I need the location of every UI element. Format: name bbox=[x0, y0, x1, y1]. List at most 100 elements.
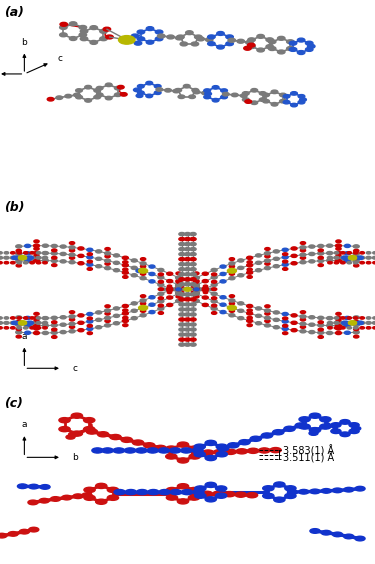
Circle shape bbox=[318, 336, 323, 338]
Circle shape bbox=[193, 90, 200, 94]
Circle shape bbox=[283, 317, 288, 320]
Circle shape bbox=[43, 317, 47, 319]
Circle shape bbox=[352, 426, 361, 430]
Circle shape bbox=[354, 264, 359, 267]
Circle shape bbox=[202, 296, 208, 299]
Circle shape bbox=[34, 255, 39, 258]
Circle shape bbox=[158, 288, 164, 290]
Circle shape bbox=[366, 262, 371, 264]
Circle shape bbox=[282, 255, 288, 259]
Circle shape bbox=[194, 280, 199, 283]
Text: c: c bbox=[72, 364, 78, 373]
Circle shape bbox=[107, 495, 118, 500]
Circle shape bbox=[308, 45, 315, 49]
Circle shape bbox=[141, 258, 146, 261]
Circle shape bbox=[149, 272, 155, 276]
Circle shape bbox=[373, 252, 375, 254]
Circle shape bbox=[336, 327, 341, 330]
Circle shape bbox=[184, 293, 190, 296]
Circle shape bbox=[354, 257, 359, 259]
Circle shape bbox=[28, 500, 38, 505]
Circle shape bbox=[255, 307, 261, 310]
Circle shape bbox=[327, 316, 333, 320]
Circle shape bbox=[176, 280, 181, 283]
Circle shape bbox=[328, 317, 332, 319]
Circle shape bbox=[146, 27, 154, 30]
Circle shape bbox=[220, 296, 226, 299]
Circle shape bbox=[176, 285, 181, 288]
Circle shape bbox=[238, 259, 244, 262]
Circle shape bbox=[238, 274, 244, 277]
Circle shape bbox=[190, 277, 196, 281]
Circle shape bbox=[373, 262, 375, 264]
Circle shape bbox=[137, 91, 144, 94]
Circle shape bbox=[179, 298, 185, 301]
Circle shape bbox=[221, 95, 228, 99]
Circle shape bbox=[336, 240, 341, 243]
Circle shape bbox=[248, 38, 255, 42]
Circle shape bbox=[179, 232, 185, 236]
Circle shape bbox=[191, 292, 196, 294]
Circle shape bbox=[176, 295, 181, 298]
Circle shape bbox=[298, 100, 305, 104]
Circle shape bbox=[179, 248, 185, 251]
Circle shape bbox=[179, 263, 185, 266]
Circle shape bbox=[336, 248, 341, 250]
Circle shape bbox=[239, 439, 250, 445]
Circle shape bbox=[122, 305, 128, 307]
Circle shape bbox=[100, 37, 107, 41]
Circle shape bbox=[140, 299, 146, 302]
Circle shape bbox=[360, 252, 364, 254]
Circle shape bbox=[328, 252, 332, 254]
Circle shape bbox=[36, 262, 41, 264]
Circle shape bbox=[238, 316, 244, 320]
Circle shape bbox=[309, 323, 315, 327]
Circle shape bbox=[33, 244, 39, 247]
Circle shape bbox=[179, 285, 184, 287]
Circle shape bbox=[366, 317, 371, 319]
Circle shape bbox=[36, 321, 41, 324]
Circle shape bbox=[205, 92, 212, 95]
Circle shape bbox=[227, 268, 236, 273]
Circle shape bbox=[87, 260, 92, 263]
Circle shape bbox=[139, 306, 148, 310]
Circle shape bbox=[4, 317, 9, 319]
Circle shape bbox=[202, 287, 208, 290]
Circle shape bbox=[60, 33, 67, 37]
Circle shape bbox=[87, 327, 93, 331]
Circle shape bbox=[85, 99, 92, 102]
Circle shape bbox=[264, 259, 270, 262]
Circle shape bbox=[190, 237, 196, 241]
Circle shape bbox=[334, 262, 339, 264]
Circle shape bbox=[105, 252, 111, 255]
Circle shape bbox=[336, 252, 342, 255]
Circle shape bbox=[167, 35, 174, 39]
Circle shape bbox=[158, 307, 164, 310]
Circle shape bbox=[306, 41, 313, 45]
Circle shape bbox=[36, 327, 41, 329]
Circle shape bbox=[131, 316, 137, 320]
Circle shape bbox=[43, 252, 47, 254]
Circle shape bbox=[204, 95, 210, 99]
Circle shape bbox=[10, 327, 15, 329]
Circle shape bbox=[336, 332, 342, 334]
Circle shape bbox=[140, 306, 146, 310]
Circle shape bbox=[176, 288, 181, 290]
Circle shape bbox=[262, 99, 269, 103]
Circle shape bbox=[16, 320, 21, 323]
Circle shape bbox=[282, 263, 288, 266]
Circle shape bbox=[105, 255, 110, 258]
Circle shape bbox=[69, 432, 78, 437]
Circle shape bbox=[4, 257, 9, 259]
Circle shape bbox=[146, 94, 153, 98]
Circle shape bbox=[52, 321, 57, 324]
Circle shape bbox=[158, 311, 164, 314]
Circle shape bbox=[47, 98, 54, 101]
Circle shape bbox=[17, 317, 21, 319]
Circle shape bbox=[366, 257, 371, 259]
Circle shape bbox=[209, 288, 214, 290]
Circle shape bbox=[271, 103, 278, 106]
Circle shape bbox=[211, 304, 217, 307]
Circle shape bbox=[273, 325, 279, 329]
Circle shape bbox=[228, 38, 236, 42]
